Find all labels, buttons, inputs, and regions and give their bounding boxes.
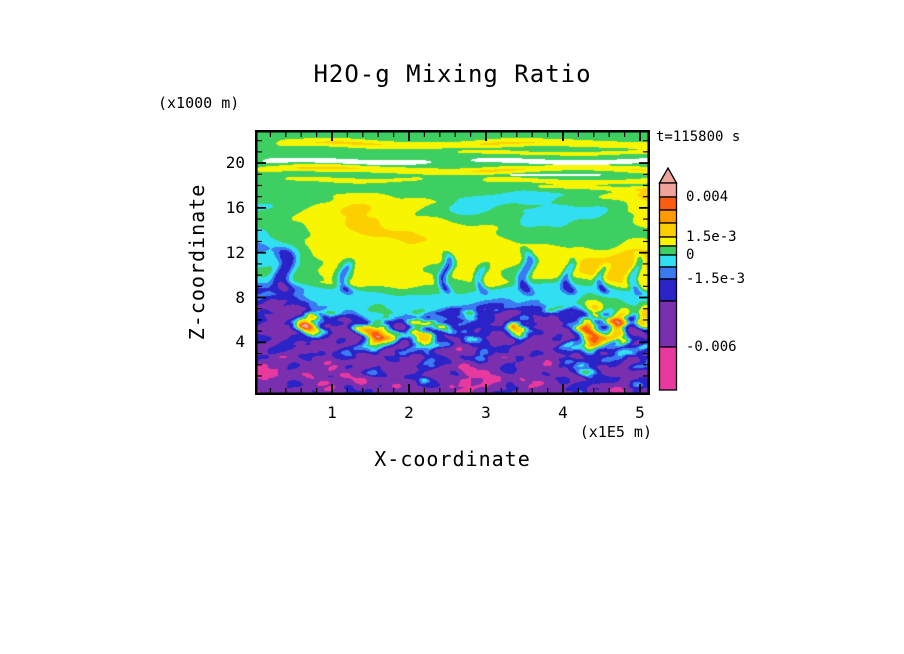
y-tick-label: 20: [225, 153, 245, 173]
x-tick-label: 1: [327, 403, 337, 422]
colorbar-segment: [658, 346, 678, 391]
x-tick-label: 3: [481, 403, 491, 422]
y-axis-unit-label: (x1000 m): [158, 94, 240, 112]
colorbar-segment: [658, 222, 678, 238]
x-tick-label: 2: [404, 403, 414, 422]
chart-title: H2O-g Mixing Ratio: [313, 60, 592, 88]
colorbar-svg: [658, 166, 678, 391]
x-axis-unit-label: (x1E5 m): [579, 423, 652, 441]
y-tick-label: 8: [235, 287, 245, 307]
colorbar-label: 0.004: [686, 189, 729, 205]
y-tick-label: 16: [225, 197, 245, 217]
x-axis-title: X-coordinate: [374, 447, 531, 471]
colorbar-segment: [658, 254, 678, 268]
colorbar-segment: [658, 300, 678, 348]
colorbar-segment: [658, 196, 678, 211]
x-tick-label: 5: [635, 403, 645, 422]
colorbar-segment: [658, 182, 678, 198]
colorbar-segment: [658, 278, 678, 302]
colorbar-overflow-arrow-icon: [658, 166, 678, 184]
colorbar-label: -1.5e-3: [686, 271, 746, 287]
y-tick-label: 12: [225, 242, 245, 262]
colorbar-label: 1.5e-3: [686, 229, 737, 245]
plot-area: 1 2 3 4 5 4 8 12 16 20: [226, 130, 650, 422]
colorbar-label: -0.006: [686, 339, 737, 355]
colorbar-segment: [658, 209, 678, 224]
colorbar-label: 0: [686, 247, 695, 263]
colorbar-segment: [658, 245, 678, 256]
y-tick-label: 4: [235, 332, 245, 352]
colorbar-segment: [658, 236, 678, 247]
x-tick-label: 4: [558, 403, 568, 422]
colorbar: 0.004 1.5e-3 0 -1.5e-3 -0.006: [658, 166, 768, 397]
time-annotation: t=115800 s: [656, 129, 741, 145]
colorbar-segment: [658, 266, 678, 280]
contour-field-canvas: [255, 130, 650, 395]
